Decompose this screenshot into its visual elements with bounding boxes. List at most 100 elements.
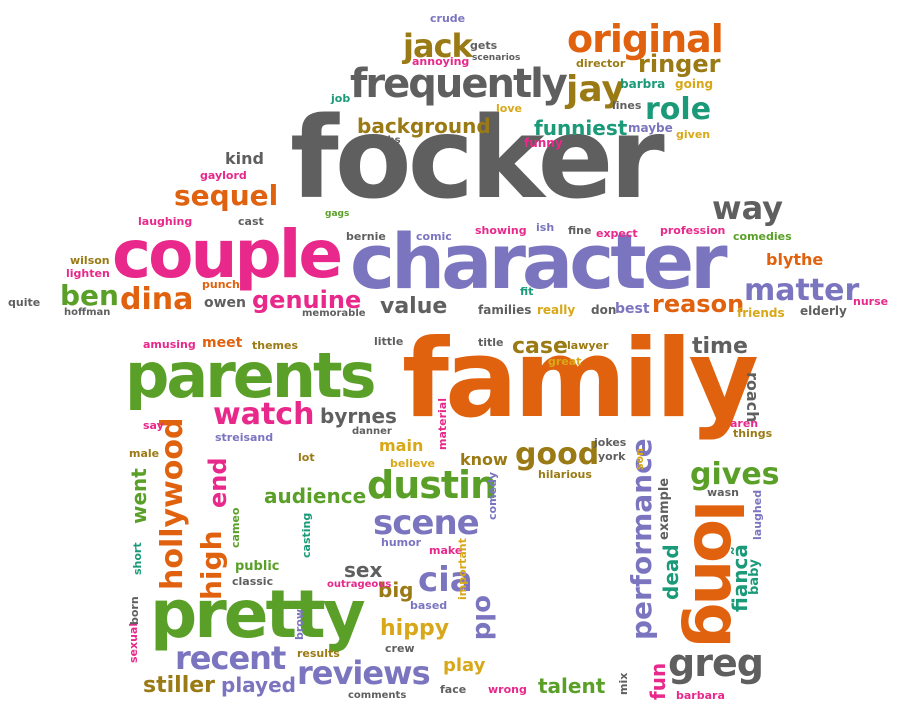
word-make: make xyxy=(429,544,463,557)
word-jay: jay xyxy=(566,69,625,110)
word-meet: meet xyxy=(202,335,243,351)
word-roach: roach xyxy=(743,372,762,423)
word-director: director xyxy=(576,57,626,70)
word-amusing: amusing xyxy=(143,338,196,351)
word-wilson: wilson xyxy=(70,254,110,267)
word-went: went xyxy=(127,468,151,524)
word-gaylord: gaylord xyxy=(200,169,247,182)
word-profession: profession xyxy=(660,224,726,237)
word-pretty: pretty xyxy=(150,576,366,653)
word-ish: ish xyxy=(536,221,555,234)
word-value: value xyxy=(380,294,448,319)
word-gets: gets xyxy=(470,39,498,52)
word-watch: watch xyxy=(213,397,315,432)
word-dustin: dustin xyxy=(367,463,497,507)
word-little: little xyxy=(374,335,404,348)
word-love: love xyxy=(496,102,522,115)
word-mix: mix xyxy=(617,672,630,695)
word-jack: jack xyxy=(403,27,473,65)
word-sequel: sequel xyxy=(174,179,279,212)
word-kind: kind xyxy=(225,149,264,168)
word-original: original xyxy=(567,17,724,61)
word-brow: brow xyxy=(293,608,306,640)
word-hoffman: hoffman xyxy=(64,307,111,318)
word-focker: focker xyxy=(290,94,665,224)
word-lines: lines xyxy=(612,99,642,112)
word-friends: friends xyxy=(737,306,785,320)
word-aren: aren xyxy=(730,417,759,430)
word-streisand: streisand xyxy=(215,431,274,444)
word-annoying: annoying xyxy=(412,55,470,68)
word-greg: greg xyxy=(668,641,764,685)
word-scenarios: scenarios xyxy=(472,53,521,63)
word-expect: expect xyxy=(596,227,638,240)
word-outrageous: outrageous xyxy=(327,579,392,590)
word-wasn: wasn xyxy=(707,486,739,499)
word-sexual: sexual xyxy=(127,622,140,663)
word-recent: recent xyxy=(175,639,286,677)
word-gives: gives xyxy=(690,457,780,492)
word-believe: believe xyxy=(390,457,435,470)
word-comments: comments xyxy=(348,690,407,701)
word-dina: dina xyxy=(120,282,194,317)
word-material: material xyxy=(436,398,449,450)
word-public: public xyxy=(235,559,280,574)
word-face: face xyxy=(440,683,467,696)
word-results: results xyxy=(297,647,340,660)
word-funniest: funniest xyxy=(534,116,628,140)
word-male: male xyxy=(129,447,160,460)
word-casting: casting xyxy=(300,512,313,558)
word-sex: sex xyxy=(344,558,383,582)
word-reviews: reviews xyxy=(297,654,431,692)
word-blythe: blythe xyxy=(766,250,824,269)
word-cameo: cameo xyxy=(229,507,242,548)
word-genuine: genuine xyxy=(252,286,362,314)
word-main: main xyxy=(379,436,424,455)
word-good: good xyxy=(515,437,600,472)
word-things: things xyxy=(733,427,773,440)
word-high: high xyxy=(195,530,228,600)
word-jokes: jokes xyxy=(594,436,627,449)
word-laughs: laughs xyxy=(363,135,401,146)
word-role: role xyxy=(645,92,712,127)
word-character: character xyxy=(350,217,728,306)
word-comic: comic xyxy=(416,230,452,243)
word-big: big xyxy=(378,578,414,602)
word-byrnes: byrnes xyxy=(320,404,397,428)
word-couple: couple xyxy=(112,216,343,293)
word-maybe: maybe xyxy=(628,121,673,135)
word-dead: dead xyxy=(659,544,683,600)
word-know: know xyxy=(460,450,508,469)
word-ben: ben xyxy=(60,279,119,312)
word-audience: audience xyxy=(264,484,367,508)
word-great: great xyxy=(548,355,582,368)
word-time: time xyxy=(692,334,748,359)
word-memorable: memorable xyxy=(302,308,366,319)
word-example: example xyxy=(657,477,672,540)
word-barbra: barbra xyxy=(620,77,666,91)
word-punch: punch xyxy=(202,278,240,291)
word-lot: lot xyxy=(298,451,315,464)
word-background: background xyxy=(357,114,491,138)
word-fun: fun xyxy=(646,662,670,700)
word-job: job xyxy=(331,92,351,105)
word-talent: talent xyxy=(538,674,606,698)
word-classic: classic xyxy=(232,575,274,588)
word-title: title xyxy=(478,336,504,349)
word-fit: fit xyxy=(520,285,534,298)
word-themes: themes xyxy=(252,339,299,352)
word-son: son xyxy=(633,448,646,470)
word-stiller: stiller xyxy=(143,673,216,698)
word-reason: reason xyxy=(652,290,745,318)
word-old: old xyxy=(469,595,499,641)
word-nurse: nurse xyxy=(853,295,889,308)
word-play: play xyxy=(443,655,486,676)
word-say: say xyxy=(143,419,164,432)
word-way: way xyxy=(712,189,784,227)
word-short: short xyxy=(131,542,144,575)
word-important: important xyxy=(456,538,469,600)
word-laughed: laughed xyxy=(751,489,764,540)
word-crude: crude xyxy=(430,12,466,25)
word-fine: fine xyxy=(568,224,592,237)
